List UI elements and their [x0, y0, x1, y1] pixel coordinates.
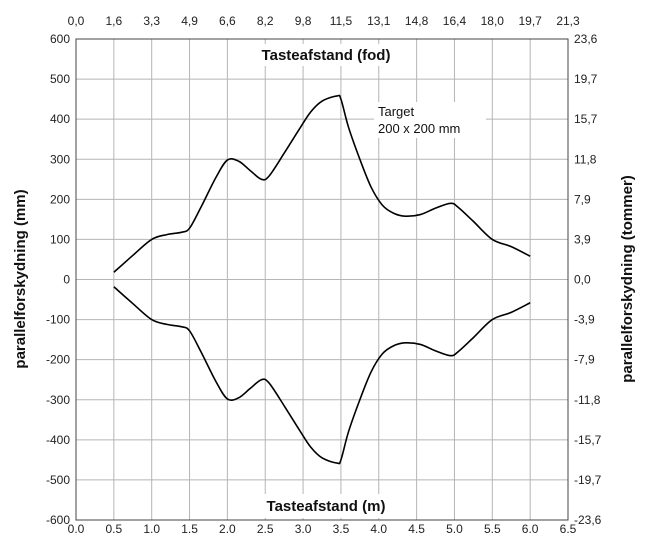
- x-tick-label-bottom: 4.0: [370, 522, 387, 536]
- x-tick-label-top: 3,3: [143, 14, 160, 28]
- series-lines: [113, 94, 531, 465]
- x-tick-label-bottom: 1.5: [181, 522, 198, 536]
- y-tick-label-right: 19,7: [574, 72, 598, 86]
- y-tick-label-left: -300: [46, 393, 70, 407]
- y-tick-label-right: -3,9: [574, 313, 595, 327]
- y-tick-label-left: 500: [50, 72, 70, 86]
- x-tick-label-top: 1,6: [106, 14, 123, 28]
- y-tick-label-left: -400: [46, 433, 70, 447]
- y-tick-label-right: 7,9: [574, 192, 591, 206]
- x-axis-top-title: Tasteafstand (fod): [262, 47, 391, 64]
- y-tick-label-left: 0: [63, 273, 70, 287]
- x-tick-label-bottom: 2.5: [257, 522, 274, 536]
- x-tick-label-top: 19,7: [518, 14, 542, 28]
- x-tick-label-top: 4,9: [181, 14, 198, 28]
- x-axis-bottom-title: Tasteafstand (m): [267, 498, 386, 515]
- x-axis-top-ticks: 0,0 1,6 3,3 4,9 6,6 8,2 9,8 11,5 13,1 14,8 16,4 18,…: [68, 14, 580, 28]
- x-tick-label-top: 8,2: [257, 14, 274, 28]
- y-tick-label-right: -11,8: [574, 393, 601, 407]
- y-tick-label-left: 300: [50, 152, 70, 166]
- x-tick-label-bottom: 3.0: [295, 522, 312, 536]
- y-tick-label-right: 3,9: [574, 232, 591, 246]
- x-tick-label-bottom: 1.0: [143, 522, 160, 536]
- x-tick-label-top: 21,3: [556, 14, 580, 28]
- y-tick-label-right: 0,0: [574, 273, 591, 287]
- y-axis-left-title: parallelforskydning (mm): [12, 189, 29, 368]
- y-axis-right-title: parallelforskydning (tommer): [619, 175, 636, 383]
- x-tick-label-top: 0,0: [68, 14, 85, 28]
- x-tick-label-bottom: 6.5: [560, 522, 577, 536]
- y-tick-label-left: 600: [50, 32, 70, 46]
- y-axis-left-ticks: 600 500 400 300 200 100 0 -100 -200 -300 -400 -500 -…: [46, 32, 70, 527]
- y-axis-right-ticks: 23,6 19,7 15,7 11,8 7,9 3,9 0,0 -3,9 -7,9 -11,8 -1…: [574, 32, 602, 527]
- y-tick-label-right: -19,7: [574, 473, 602, 487]
- y-tick-label-right: -23,6: [574, 513, 602, 527]
- y-tick-label-left: 200: [50, 192, 70, 206]
- x-axis-top-title-bg: [240, 44, 412, 66]
- x-tick-label-top: 13,1: [367, 14, 391, 28]
- x-tick-label-bottom: 0.0: [68, 522, 85, 536]
- grid: [75, 38, 569, 521]
- x-tick-label-bottom: 5.5: [484, 522, 501, 536]
- y-tick-label-right: 15,7: [574, 112, 598, 126]
- x-tick-label-top: 6,6: [219, 14, 236, 28]
- y-tick-label-right: -15,7: [574, 433, 602, 447]
- series-line-lower: [113, 286, 531, 465]
- x-tick-label-top: 11,5: [330, 14, 353, 28]
- x-tick-label-bottom: 4.5: [408, 522, 425, 536]
- x-tick-label-top: 18,0: [481, 14, 505, 28]
- series-line-upper: [113, 94, 531, 273]
- x-tick-label-top: 14,8: [405, 14, 429, 28]
- annotation-line-1: Target: [378, 104, 415, 119]
- x-tick-label-top: 9,8: [295, 14, 312, 28]
- y-tick-label-left: 100: [50, 232, 70, 246]
- y-tick-label-right: 11,8: [574, 152, 597, 166]
- y-tick-label-left: 400: [50, 112, 70, 126]
- y-tick-label-left: -100: [46, 313, 70, 327]
- annotation-line-2: 200 x 200 mm: [378, 121, 460, 136]
- x-tick-label-bottom: 2.0: [219, 522, 236, 536]
- x-axis-bottom-ticks: 0.0 0.5 1.0 1.5 2.0 2.5 3.0 3.5 4.0 4.5 5.0 5.5 6.0 6…: [68, 522, 577, 536]
- y-tick-label-right: -7,9: [574, 353, 595, 367]
- y-tick-label-left: -600: [46, 513, 70, 527]
- x-tick-label-bottom: 0.5: [106, 522, 123, 536]
- x-tick-label-bottom: 5.0: [446, 522, 463, 536]
- x-tick-label-top: 16,4: [443, 14, 467, 28]
- x-axis-bottom-title-bg: [240, 494, 412, 518]
- x-tick-label-bottom: 6.0: [522, 522, 539, 536]
- plot-frame: [75, 38, 569, 521]
- y-tick-label-left: -200: [46, 353, 70, 367]
- x-tick-label-bottom: 3.5: [333, 522, 350, 536]
- y-tick-label-left: -500: [46, 473, 70, 487]
- annotation-bg: [374, 102, 486, 138]
- y-tick-label-right: 23,6: [574, 32, 598, 46]
